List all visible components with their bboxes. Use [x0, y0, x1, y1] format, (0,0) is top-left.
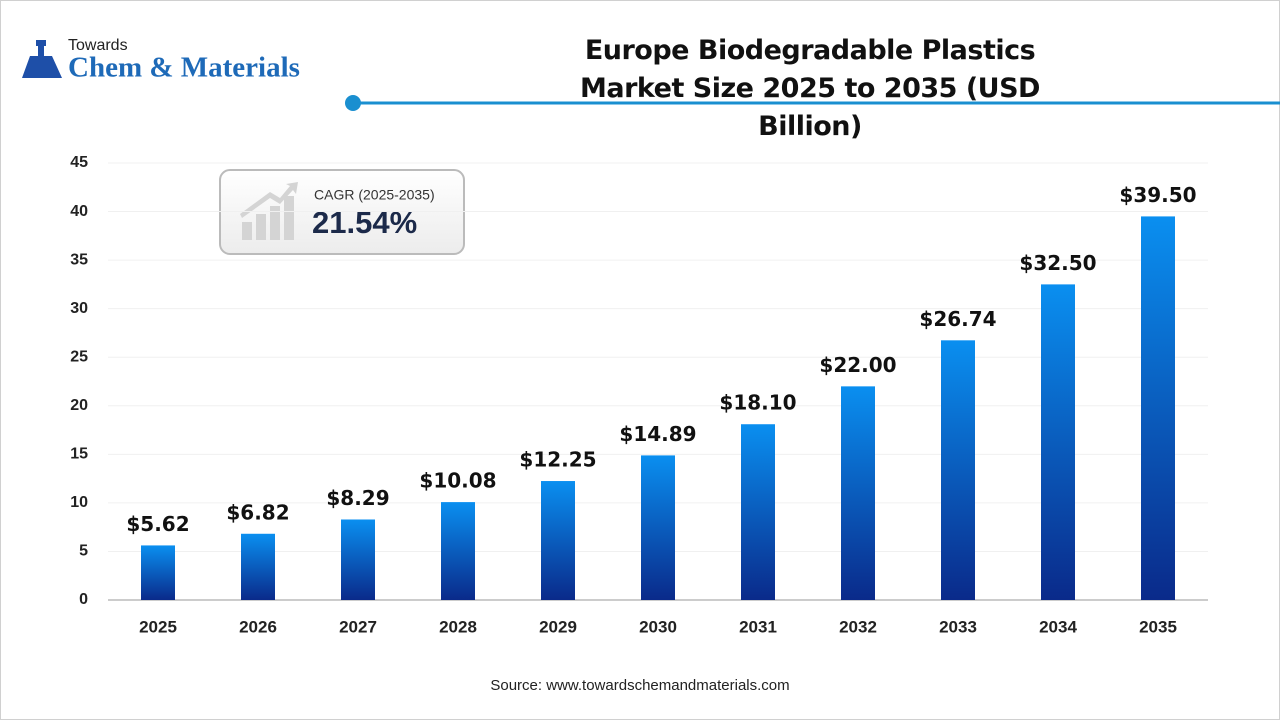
bar: [1141, 216, 1175, 600]
value-label: $5.62: [126, 512, 189, 536]
value-label: $39.50: [1119, 183, 1196, 207]
x-tick-label: 2030: [639, 617, 677, 636]
y-tick-label: 5: [79, 543, 88, 560]
y-tick-label: 35: [70, 251, 88, 268]
value-label: $22.00: [819, 353, 896, 377]
bar: [941, 340, 975, 600]
bar: [1041, 284, 1075, 600]
y-tick-label: 40: [70, 203, 88, 220]
value-label: $18.10: [719, 391, 796, 415]
logo-icon-cap: [36, 40, 46, 46]
value-label: $32.50: [1019, 251, 1096, 275]
y-tick-label: 20: [70, 397, 88, 414]
x-tick-label: 2028: [439, 617, 477, 636]
x-tick-label: 2025: [139, 617, 177, 636]
value-label: $8.29: [326, 486, 389, 510]
value-label: $12.25: [519, 448, 596, 472]
bar: [441, 502, 475, 600]
bar: [841, 386, 875, 600]
bar: [641, 455, 675, 600]
x-tick-label: 2034: [1039, 617, 1077, 636]
cagr-label: CAGR (2025-2035): [314, 187, 435, 203]
cagr-value: 21.54%: [312, 205, 417, 240]
y-tick-label: 30: [70, 300, 88, 317]
logo: Towards Chem & Materials: [22, 37, 300, 84]
x-tick-label: 2032: [839, 617, 877, 636]
logo-bottom: Chem & Materials: [68, 52, 300, 84]
y-tick-label: 0: [79, 591, 88, 608]
x-tick-label: 2031: [739, 617, 777, 636]
value-label: $6.82: [226, 500, 289, 524]
x-tick-label: 2026: [239, 617, 277, 636]
x-tick-label: 2029: [539, 617, 577, 636]
source: Source: www.towardschemandmaterials.com: [490, 677, 789, 694]
value-label: $10.08: [419, 469, 496, 493]
x-tick-label: 2033: [939, 617, 977, 636]
y-tick-label: 25: [70, 348, 88, 365]
chart-title: Europe Biodegradable Plastics Market Siz…: [580, 35, 1040, 142]
x-tick-label: 2035: [1139, 617, 1177, 636]
value-label: $14.89: [619, 422, 696, 446]
cagr-icon: [240, 182, 298, 240]
title-dot: [345, 95, 361, 111]
x-tick-label: 2027: [339, 617, 377, 636]
y-tick-label: 45: [70, 154, 88, 171]
bar: [741, 424, 775, 600]
bar: [541, 481, 575, 600]
bar: [141, 545, 175, 600]
value-label: $26.74: [919, 307, 996, 331]
y-tick-label: 15: [70, 446, 88, 463]
bar: [241, 533, 275, 600]
y-tick-label: 10: [70, 494, 88, 511]
bar: [341, 519, 375, 600]
logo-icon: [22, 46, 62, 78]
logo-top: Towards: [68, 37, 128, 54]
